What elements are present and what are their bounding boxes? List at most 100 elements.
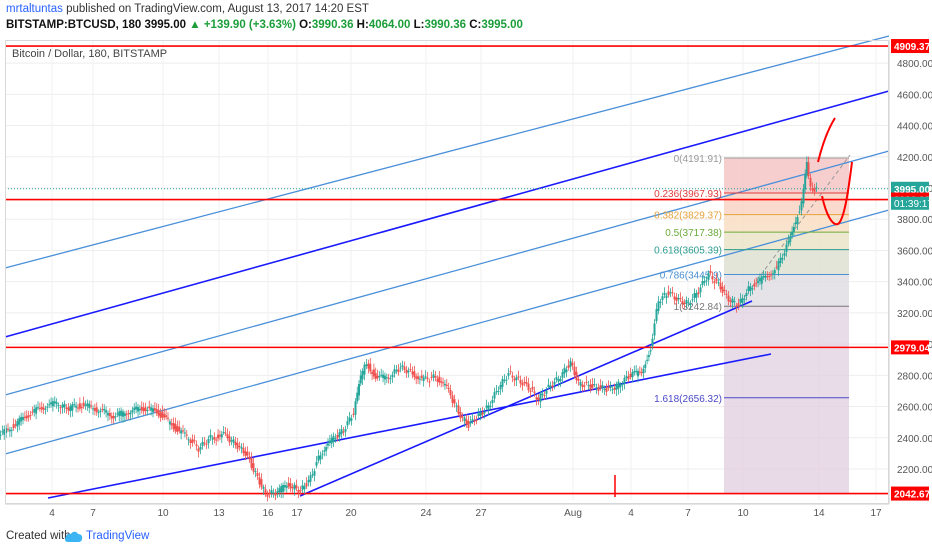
candle-body (432, 374, 435, 378)
candle-body (649, 350, 652, 352)
x-tick-label: 7 (90, 508, 96, 519)
candle-body (635, 370, 638, 372)
tradingview-brand[interactable]: TradingView (86, 530, 150, 542)
candle-body (262, 487, 265, 489)
candle-body (75, 405, 78, 408)
candle-body (646, 359, 649, 361)
candle-body (193, 440, 196, 442)
candle-body (418, 378, 421, 380)
candle-body (625, 376, 628, 378)
candle-body (266, 494, 269, 497)
candle-body (348, 417, 351, 422)
candle-body (741, 298, 744, 304)
candle-body (422, 377, 425, 381)
candle-body (363, 364, 366, 375)
y-tick-label: 2400.00 (897, 434, 932, 445)
candle-body (63, 403, 66, 408)
candle-body (170, 423, 173, 426)
candle-body (430, 376, 433, 378)
candle-body (372, 369, 375, 377)
candle-body (455, 405, 458, 407)
candle-body (653, 323, 656, 336)
candle-body (137, 407, 139, 412)
candle-body (766, 276, 769, 278)
candle-body (640, 372, 643, 374)
candle-body (127, 413, 130, 415)
candle-body (469, 421, 472, 424)
candle-body (228, 436, 231, 443)
candle-body (376, 375, 379, 379)
candle-body (677, 297, 680, 300)
candle-body (80, 406, 83, 409)
candle-body (242, 448, 245, 454)
candle-body (110, 415, 113, 419)
author-link[interactable]: mrtaltuntas (6, 3, 63, 15)
candle-body (762, 276, 765, 278)
candle-body (725, 293, 728, 295)
fib-band (724, 158, 849, 194)
candle-body (451, 395, 454, 403)
candle-body (561, 372, 564, 378)
candle-body (289, 483, 292, 489)
candle-body (475, 419, 478, 421)
candle-body (483, 411, 486, 414)
candle-body (760, 276, 763, 284)
chart-area[interactable]: 0(4191.91) 0.236(3967.93) 0.382(3829.37) 0.… (0, 34, 932, 524)
candle-body (248, 456, 251, 460)
candle-body (29, 414, 32, 416)
candle-body (309, 475, 312, 482)
candle-body (165, 415, 168, 418)
candle-body (254, 471, 257, 473)
candle-body (609, 386, 612, 388)
horizontal-levels (5, 45, 889, 495)
candle-body (403, 366, 406, 370)
candle-body (695, 293, 698, 298)
candle-body (303, 486, 306, 490)
candle-body (140, 406, 143, 411)
candle-body (344, 429, 347, 432)
candle-body (669, 292, 672, 294)
candle-body (93, 408, 96, 411)
candle-body (735, 305, 738, 307)
candle-body (321, 453, 324, 455)
candle-body (426, 377, 429, 380)
fib-band (724, 193, 849, 215)
fib-level-label: 1.618(2656.32) (654, 394, 722, 405)
candle-body (593, 384, 596, 386)
candle-body (385, 377, 388, 379)
price-chart[interactable]: 0(4191.91) 0.236(3967.93) 0.382(3829.37) 0.… (0, 34, 932, 524)
candle-body (122, 411, 124, 417)
candle-body (691, 299, 694, 301)
candle-body (571, 362, 574, 366)
candle-body (0, 434, 2, 436)
candle-body (533, 391, 536, 393)
candle-body (317, 455, 320, 461)
candle-body (295, 485, 298, 489)
candle-body (557, 379, 560, 382)
candle-body (525, 382, 528, 385)
candle-body (346, 421, 349, 426)
channel-line-light-low (4, 209, 890, 455)
countdown-badge (891, 196, 929, 210)
candle-body (555, 377, 558, 380)
tradingview-cloud-icon[interactable] (64, 530, 84, 544)
x-tick-label: 17 (870, 508, 882, 519)
candle-body (579, 381, 582, 386)
candle-body (683, 302, 686, 304)
candle-body (95, 407, 98, 413)
price-badge-text: 2979.04 (894, 343, 931, 354)
candle-body (796, 217, 799, 224)
candle-body (189, 440, 192, 443)
candle-body (222, 432, 225, 434)
candle-body (583, 385, 586, 387)
low-value: 3990.36 (424, 19, 467, 31)
trend-channels (4, 35, 890, 499)
candle-body (755, 282, 758, 284)
candle-body (770, 274, 773, 276)
candle-body (86, 403, 89, 407)
candle-body (711, 276, 714, 280)
candle-body (447, 387, 450, 390)
candle-body (325, 447, 328, 451)
candle-body (144, 407, 147, 412)
candle-body (378, 376, 381, 378)
